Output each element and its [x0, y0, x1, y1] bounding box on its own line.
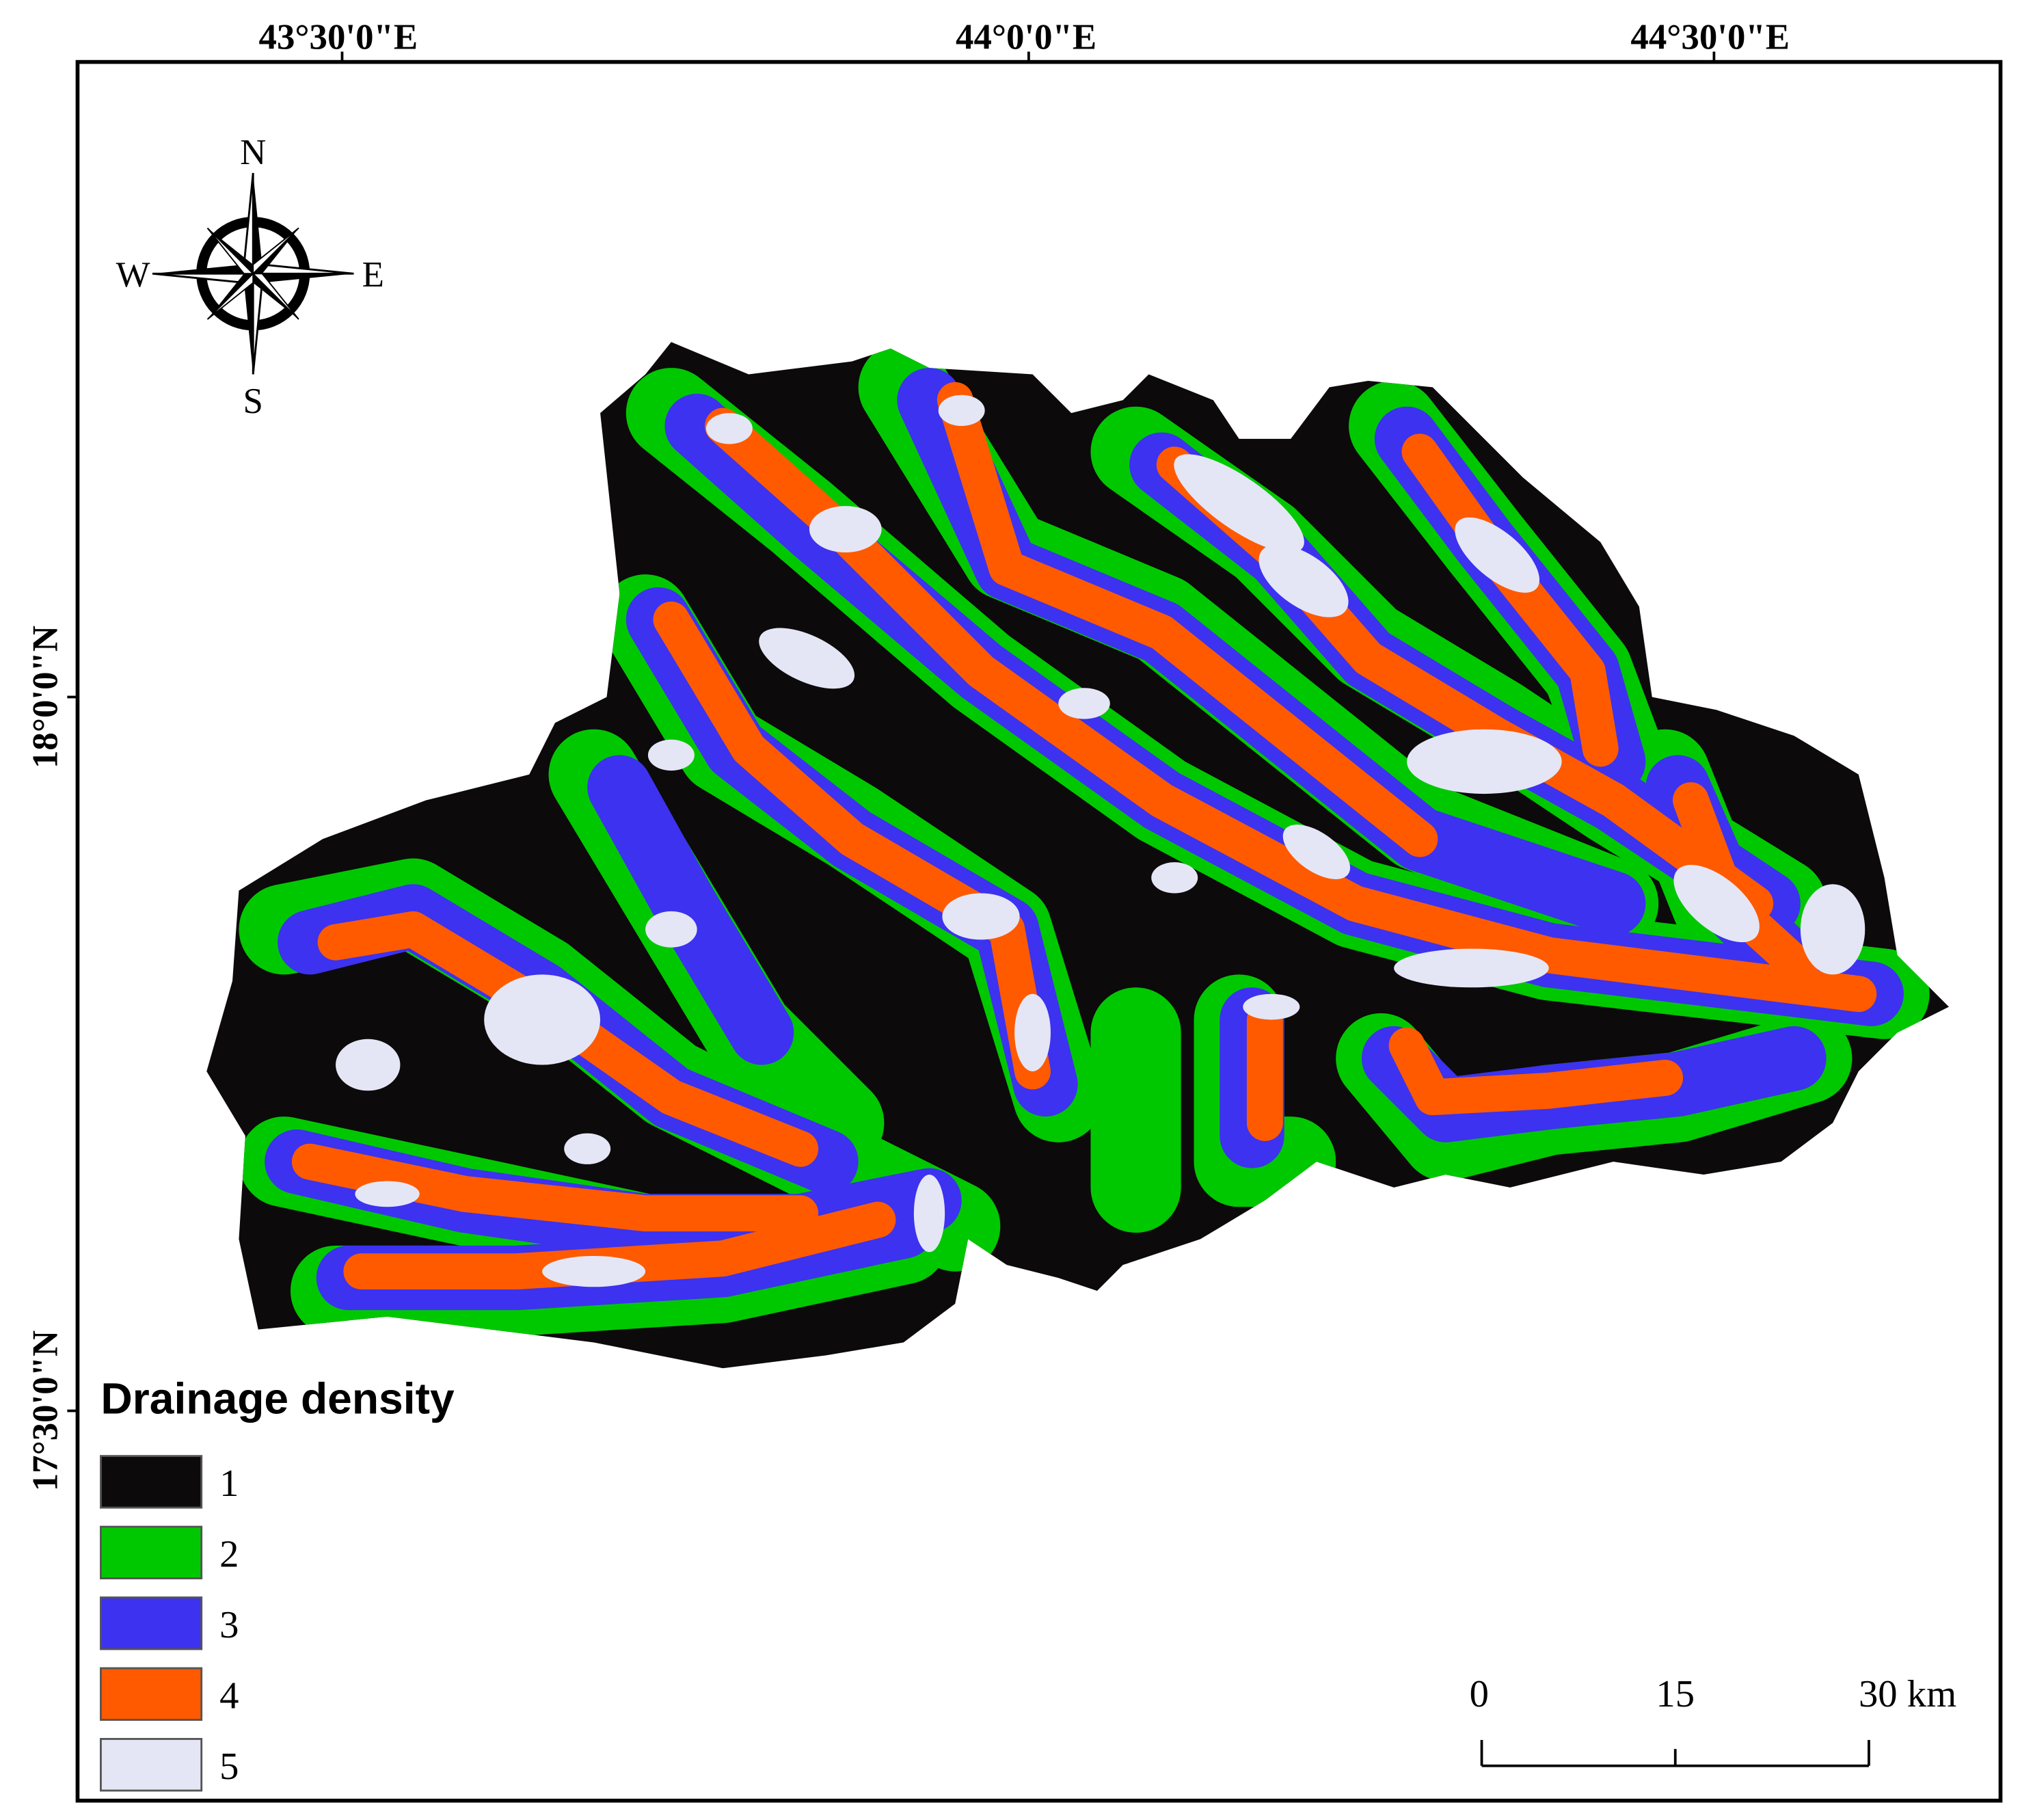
legend-title: Drainage density — [100, 1374, 455, 1423]
longitude-label: 43°30'0"E — [259, 18, 418, 57]
graticule-ticks — [67, 51, 1716, 1413]
legend-label: 2 — [219, 1534, 239, 1576]
legend-label: 4 — [219, 1675, 239, 1717]
legend-swatch — [100, 1667, 203, 1721]
longitude-label: 44°0'0"E — [956, 18, 1096, 57]
legend: Drainage density 1 2 3 4 5 — [100, 1374, 455, 1792]
compass-east: E — [362, 255, 384, 295]
legend-swatch — [100, 1738, 203, 1792]
legend-label: 3 — [219, 1604, 239, 1646]
latitude-label: 18°0'0"N — [25, 626, 65, 768]
compass-south: S — [243, 382, 263, 421]
compass-labels: N S W E — [116, 133, 384, 421]
scale-label: 30 km — [1859, 1673, 1956, 1715]
legend-swatch — [100, 1455, 203, 1509]
class-5-areas — [336, 394, 1866, 1287]
legend-label: 5 — [219, 1745, 239, 1788]
legend-label: 1 — [219, 1462, 239, 1505]
north-arrow — [152, 172, 354, 375]
scale-label: 15 — [1656, 1673, 1695, 1715]
scale-labels: 0 15 30 km — [1470, 1673, 1957, 1715]
scale-label: 0 — [1470, 1673, 1489, 1715]
legend-swatch — [100, 1525, 203, 1579]
compass-west: W — [116, 255, 150, 295]
compass-north: N — [240, 133, 266, 172]
latitude-label: 17°30'0"N — [25, 1330, 65, 1492]
legend-swatch — [100, 1596, 203, 1650]
scale-bar — [1480, 1739, 1870, 1767]
map-frame — [75, 59, 2003, 1803]
longitude-label: 44°30'0"E — [1630, 18, 1790, 57]
graticule-labels: 43°30'0"E 44°0'0"E 44°30'0"E 18°0'0"N 17… — [25, 18, 1790, 1492]
